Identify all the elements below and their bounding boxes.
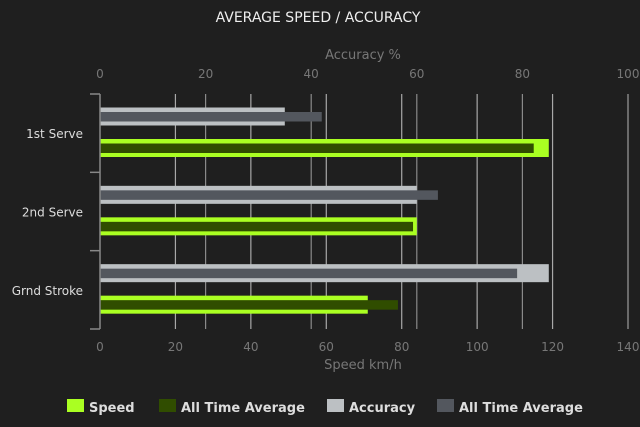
speed-average-bar <box>100 300 398 310</box>
speed-tick-label: 140 <box>617 340 640 354</box>
legend-item[interactable]: Accuracy <box>327 399 416 416</box>
speed-average-bar <box>100 221 414 232</box>
legend-label: Accuracy <box>349 401 416 416</box>
chart-title: AVERAGE SPEED / ACCURACY <box>216 10 421 26</box>
category-label: 1st Serve <box>26 127 83 141</box>
accuracy-tick-label: 20 <box>198 67 213 81</box>
legend-item[interactable]: Speed <box>67 399 135 416</box>
legend-swatch <box>67 399 84 412</box>
legend-swatch <box>159 399 176 412</box>
legend-label: All Time Average <box>181 401 305 416</box>
speed-tick-label: 80 <box>394 340 409 354</box>
speed-tick-label: 40 <box>243 340 258 354</box>
accuracy-axis-label: Accuracy % <box>325 48 401 63</box>
speed-tick-label: 100 <box>466 340 489 354</box>
accuracy-tick-label: 40 <box>304 67 319 81</box>
legend-item[interactable]: All Time Average <box>159 399 305 416</box>
accuracy-average-bar <box>100 112 322 122</box>
accuracy-tick-label: 80 <box>515 67 530 81</box>
legend-item[interactable]: All Time Average <box>437 399 583 416</box>
legend-label: Speed <box>89 401 135 416</box>
accuracy-tick-label: 60 <box>409 67 424 81</box>
legend-label: All Time Average <box>459 401 583 416</box>
speed-tick-label: 60 <box>319 340 334 354</box>
legend-swatch <box>327 399 344 412</box>
speed-tick-label: 20 <box>168 340 183 354</box>
speed-tick-label: 120 <box>541 340 564 354</box>
speed-average-bar <box>100 143 534 153</box>
category-label: Grnd Stroke <box>12 284 83 298</box>
legend-swatch <box>437 399 454 412</box>
accuracy-tick-label: 100 <box>617 67 640 81</box>
speed-axis-label: Speed km/h <box>324 358 402 373</box>
speed-tick-label: 0 <box>96 340 104 354</box>
accuracy-average-bar <box>100 268 518 279</box>
accuracy-average-bar <box>100 190 438 200</box>
category-label: 2nd Serve <box>22 206 83 220</box>
accuracy-tick-label: 0 <box>96 67 104 81</box>
